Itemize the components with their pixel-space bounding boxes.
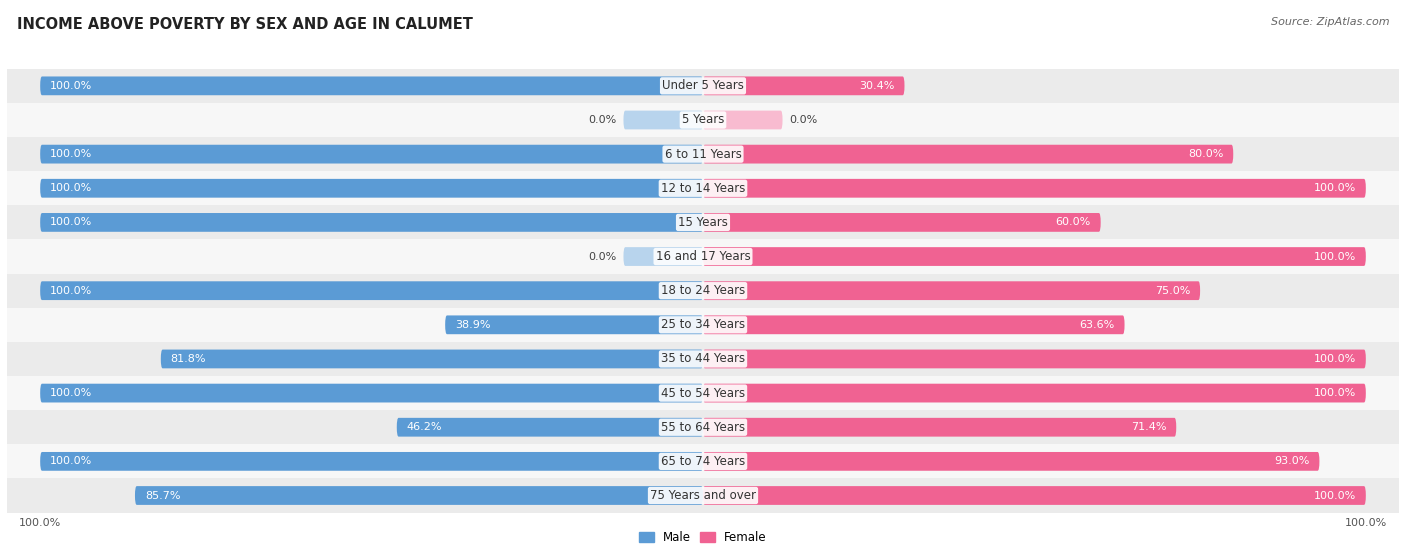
FancyBboxPatch shape bbox=[623, 247, 703, 266]
Text: 38.9%: 38.9% bbox=[456, 320, 491, 330]
FancyBboxPatch shape bbox=[703, 281, 1201, 300]
Text: 85.7%: 85.7% bbox=[145, 490, 180, 500]
Bar bbox=[7, 239, 1399, 273]
FancyBboxPatch shape bbox=[703, 349, 1365, 368]
Text: 5 Years: 5 Years bbox=[682, 113, 724, 126]
FancyBboxPatch shape bbox=[41, 145, 703, 164]
Text: 100.0%: 100.0% bbox=[1313, 354, 1355, 364]
Text: 45 to 54 Years: 45 to 54 Years bbox=[661, 387, 745, 400]
Text: 100.0%: 100.0% bbox=[51, 81, 93, 91]
FancyBboxPatch shape bbox=[623, 111, 703, 129]
FancyBboxPatch shape bbox=[703, 315, 1125, 334]
Text: 0.0%: 0.0% bbox=[589, 252, 617, 262]
FancyBboxPatch shape bbox=[703, 77, 904, 95]
FancyBboxPatch shape bbox=[41, 383, 703, 402]
Text: 100.0%: 100.0% bbox=[51, 217, 93, 228]
Text: 46.2%: 46.2% bbox=[406, 422, 443, 432]
Text: 16 and 17 Years: 16 and 17 Years bbox=[655, 250, 751, 263]
Bar bbox=[7, 376, 1399, 410]
FancyBboxPatch shape bbox=[703, 383, 1365, 402]
Text: 6 to 11 Years: 6 to 11 Years bbox=[665, 148, 741, 160]
Bar bbox=[7, 479, 1399, 513]
FancyBboxPatch shape bbox=[446, 315, 703, 334]
FancyBboxPatch shape bbox=[703, 179, 1365, 198]
Text: 71.4%: 71.4% bbox=[1130, 422, 1167, 432]
Text: 100.0%: 100.0% bbox=[1313, 183, 1355, 193]
Text: Under 5 Years: Under 5 Years bbox=[662, 79, 744, 92]
Text: 100.0%: 100.0% bbox=[1313, 252, 1355, 262]
Text: 100.0%: 100.0% bbox=[1313, 490, 1355, 500]
Legend: Male, Female: Male, Female bbox=[634, 526, 772, 548]
Text: 63.6%: 63.6% bbox=[1080, 320, 1115, 330]
Text: 100.0%: 100.0% bbox=[51, 388, 93, 398]
Text: 55 to 64 Years: 55 to 64 Years bbox=[661, 421, 745, 434]
FancyBboxPatch shape bbox=[703, 145, 1233, 164]
FancyBboxPatch shape bbox=[41, 452, 703, 471]
Bar bbox=[7, 137, 1399, 171]
Text: 18 to 24 Years: 18 to 24 Years bbox=[661, 284, 745, 297]
FancyBboxPatch shape bbox=[703, 213, 1101, 232]
Text: Source: ZipAtlas.com: Source: ZipAtlas.com bbox=[1271, 17, 1389, 27]
Bar bbox=[7, 69, 1399, 103]
Text: INCOME ABOVE POVERTY BY SEX AND AGE IN CALUMET: INCOME ABOVE POVERTY BY SEX AND AGE IN C… bbox=[17, 17, 472, 32]
Text: 30.4%: 30.4% bbox=[859, 81, 894, 91]
Bar bbox=[7, 205, 1399, 239]
Text: 81.8%: 81.8% bbox=[170, 354, 207, 364]
FancyBboxPatch shape bbox=[135, 486, 703, 505]
Text: 75.0%: 75.0% bbox=[1154, 286, 1191, 296]
FancyBboxPatch shape bbox=[160, 349, 703, 368]
Bar bbox=[7, 103, 1399, 137]
FancyBboxPatch shape bbox=[396, 418, 703, 437]
FancyBboxPatch shape bbox=[41, 179, 703, 198]
Text: 60.0%: 60.0% bbox=[1056, 217, 1091, 228]
FancyBboxPatch shape bbox=[703, 486, 1365, 505]
Text: 75 Years and over: 75 Years and over bbox=[650, 489, 756, 502]
Text: 0.0%: 0.0% bbox=[589, 115, 617, 125]
Text: 15 Years: 15 Years bbox=[678, 216, 728, 229]
Text: 65 to 74 Years: 65 to 74 Years bbox=[661, 455, 745, 468]
Text: 35 to 44 Years: 35 to 44 Years bbox=[661, 353, 745, 366]
FancyBboxPatch shape bbox=[41, 281, 703, 300]
FancyBboxPatch shape bbox=[703, 111, 783, 129]
Bar bbox=[7, 342, 1399, 376]
Text: 100.0%: 100.0% bbox=[1313, 388, 1355, 398]
FancyBboxPatch shape bbox=[41, 213, 703, 232]
Text: 12 to 14 Years: 12 to 14 Years bbox=[661, 182, 745, 195]
Text: 0.0%: 0.0% bbox=[789, 115, 817, 125]
Bar bbox=[7, 171, 1399, 205]
Text: 100.0%: 100.0% bbox=[51, 149, 93, 159]
Text: 100.0%: 100.0% bbox=[51, 456, 93, 466]
FancyBboxPatch shape bbox=[703, 418, 1177, 437]
Text: 100.0%: 100.0% bbox=[51, 183, 93, 193]
Bar bbox=[7, 308, 1399, 342]
FancyBboxPatch shape bbox=[703, 247, 1365, 266]
Bar bbox=[7, 273, 1399, 308]
Text: 80.0%: 80.0% bbox=[1188, 149, 1223, 159]
Bar bbox=[7, 444, 1399, 479]
Text: 100.0%: 100.0% bbox=[51, 286, 93, 296]
Text: 25 to 34 Years: 25 to 34 Years bbox=[661, 318, 745, 331]
FancyBboxPatch shape bbox=[41, 77, 703, 95]
Text: 93.0%: 93.0% bbox=[1274, 456, 1309, 466]
FancyBboxPatch shape bbox=[703, 452, 1319, 471]
Bar bbox=[7, 410, 1399, 444]
